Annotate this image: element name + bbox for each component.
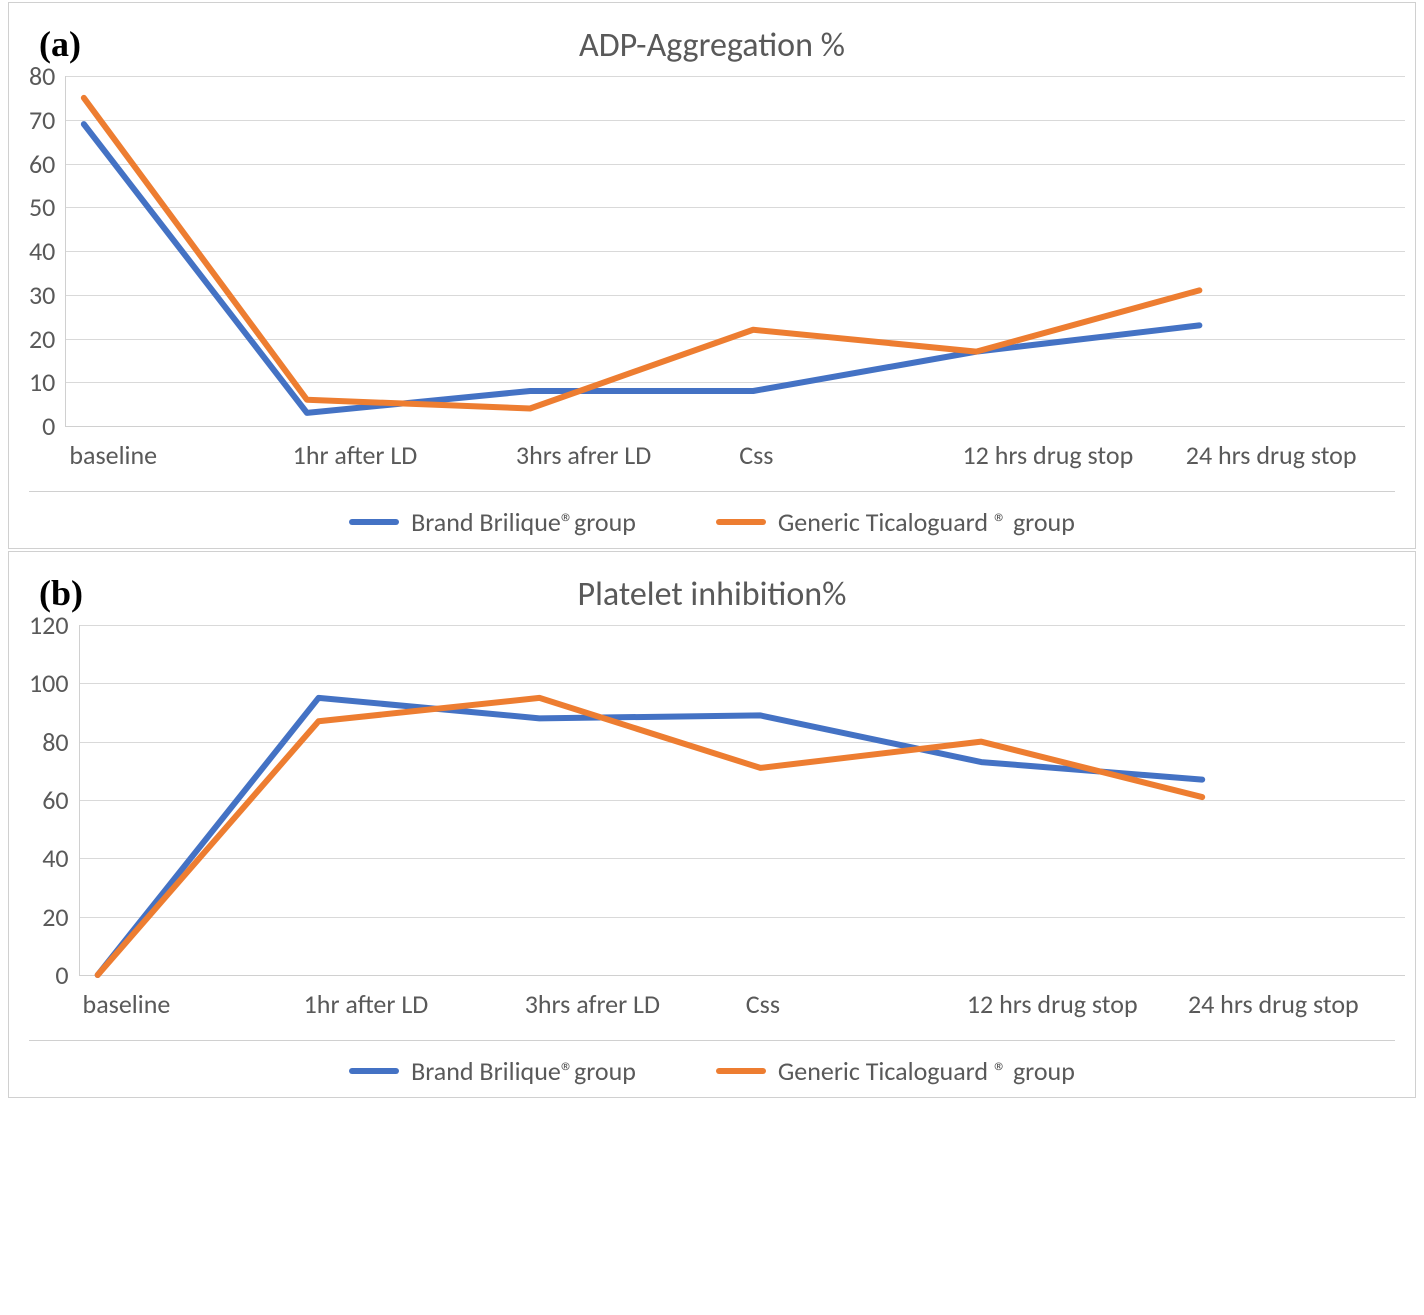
legend-swatch [716,1068,766,1074]
x-label: 1hr after LD [289,439,512,471]
legend-item: Brand Brilique®group [349,506,636,538]
legend-a: Brand Brilique®group Generic Ticaloguard … [29,491,1395,538]
panel-label-b: (b) [39,572,83,614]
x-label: baseline [79,988,300,1020]
y-axis-a: 01020304050607080 [29,76,65,426]
x-label: baseline [65,439,288,471]
x-label: Css [735,439,958,471]
y-axis-b: 020406080100120 [29,625,79,975]
x-label: 24 hrs drug stop [1184,988,1405,1020]
legend-item: Generic Ticaloguard ® group [716,1055,1075,1087]
legend-label: Brand Brilique®group [411,1055,636,1087]
chart-body-a: 01020304050607080 baseline1hr after LD3h… [29,76,1405,471]
plot-wrap-a: baseline1hr after LD3hrs afrer LDCss12 h… [65,76,1405,471]
x-label: Css [742,988,963,1020]
x-labels-b: baseline1hr after LD3hrs afrer LDCss12 h… [79,988,1405,1020]
x-labels-a: baseline1hr after LD3hrs afrer LDCss12 h… [65,439,1405,471]
legend-label: Generic Ticaloguard ® group [778,506,1075,538]
series-line [84,98,1200,409]
legend-item: Brand Brilique®group [349,1055,636,1087]
x-label: 24 hrs drug stop [1182,439,1405,471]
chart-title-b: Platelet inhibition% [9,574,1415,615]
x-label: 1hr after LD [300,988,521,1020]
legend-b: Brand Brilique®group Generic Ticaloguard … [29,1040,1395,1087]
legend-label: Generic Ticaloguard ® group [778,1055,1075,1087]
legend-swatch [349,519,399,525]
legend-swatch [349,1068,399,1074]
legend-label: Brand Brilique®group [411,506,636,538]
series-line [97,698,1202,975]
chart-title-a: ADP-Aggregation % [9,25,1415,66]
lines-svg-b [80,625,1405,975]
legend-item: Generic Ticaloguard ® group [716,506,1075,538]
chart-panel-b: (b) Platelet inhibition% 020406080100120… [8,551,1416,1098]
x-label: 3hrs afrer LD [521,988,742,1020]
x-label: 3hrs afrer LD [512,439,735,471]
series-line [97,698,1202,975]
panel-label-a: (a) [39,23,81,65]
plot-wrap-b: baseline1hr after LD3hrs afrer LDCss12 h… [79,625,1405,1020]
x-label: 12 hrs drug stop [958,439,1181,471]
chart-body-b: 020406080100120 baseline1hr after LD3hrs… [29,625,1405,1020]
plot-area-a [65,76,1405,427]
lines-svg-a [66,76,1405,426]
chart-panel-a: (a) ADP-Aggregation % 01020304050607080 … [8,2,1416,549]
x-label: 12 hrs drug stop [963,988,1184,1020]
plot-area-b [79,625,1405,976]
legend-swatch [716,519,766,525]
